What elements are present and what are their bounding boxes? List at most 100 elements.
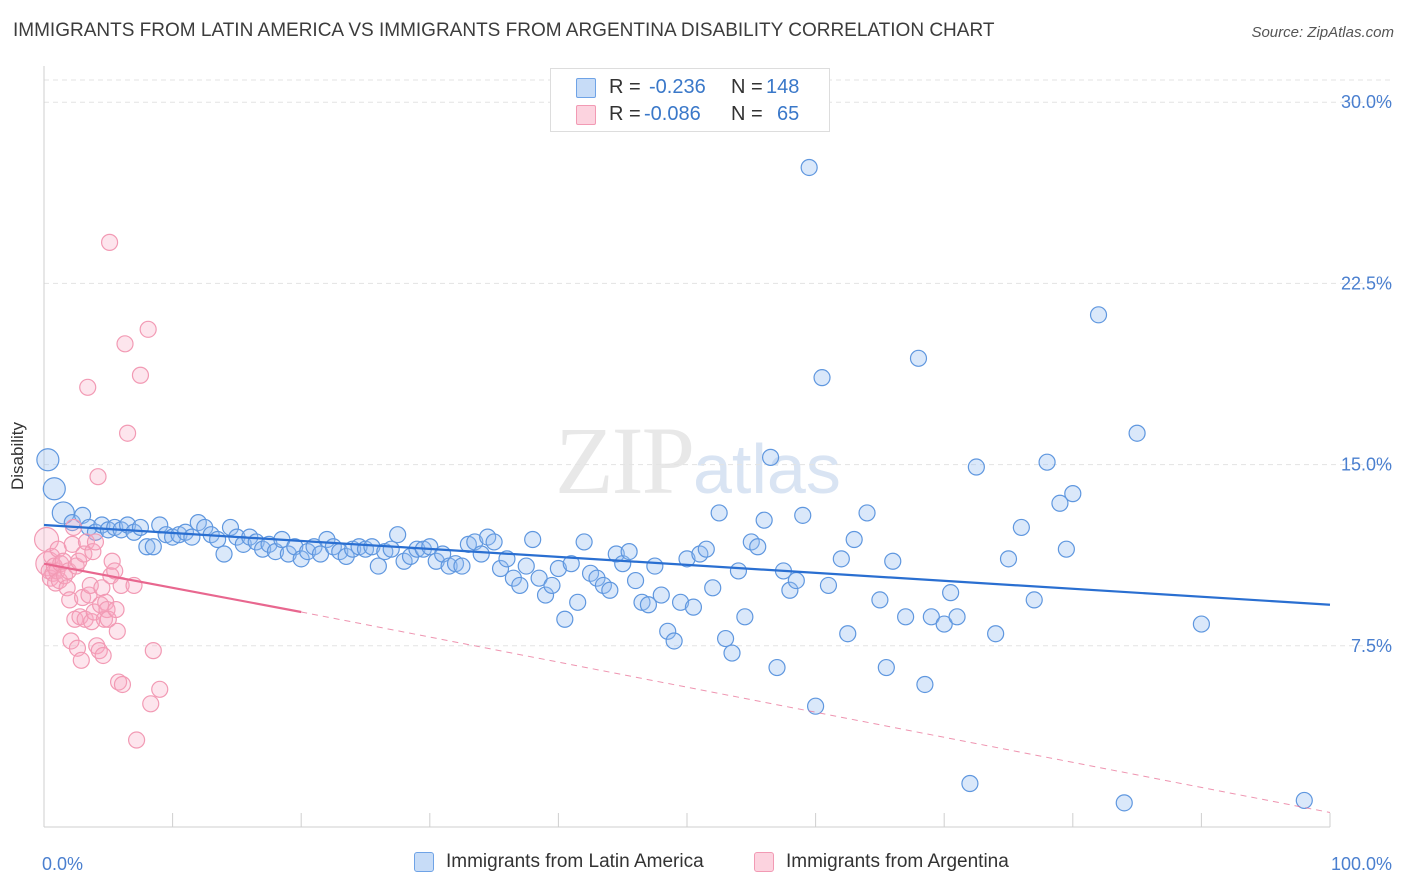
data-point-argentina: [79, 378, 97, 396]
data-point-argentina: [142, 695, 160, 713]
data-point-argentina: [106, 562, 124, 580]
data-point-argentina: [108, 622, 126, 640]
data-point-latin-america: [884, 552, 902, 570]
x-tick-label: 0.0%: [42, 854, 83, 874]
stats-row-argentina: R = -0.086 N = 65: [551, 101, 829, 127]
data-point-latin-america: [1038, 453, 1056, 471]
stats-box: R = -0.236 N = 148 R = -0.086 N = 65: [550, 68, 830, 132]
stats-n-value: 65: [777, 103, 800, 125]
chart-title: IMMIGRANTS FROM LATIN AMERICA VS IMMIGRA…: [13, 20, 995, 41]
y-tick-label: 7.5%: [1351, 636, 1392, 656]
data-point-latin-america: [1012, 518, 1030, 537]
data-point-latin-america: [665, 632, 683, 650]
stats-r-value: -0.086: [644, 103, 701, 125]
data-point-argentina: [61, 591, 79, 609]
data-point-latin-america: [697, 540, 715, 558]
data-point-latin-america: [916, 675, 934, 694]
data-point-latin-america: [1089, 306, 1108, 324]
data-point-latin-america: [800, 158, 818, 177]
trend-line-argentina: [43, 562, 302, 614]
data-point-latin-america: [511, 576, 529, 595]
data-point-latin-america: [530, 569, 548, 587]
data-point-argentina: [116, 335, 134, 353]
data-point-argentina: [95, 610, 114, 628]
stats-n-label: N =: [731, 76, 763, 98]
data-point-argentina: [84, 542, 102, 561]
data-point-latin-america: [806, 697, 825, 715]
data-point-latin-america: [935, 615, 953, 633]
data-point-latin-america: [620, 542, 638, 561]
legend-label-latin-america: Immigrants from Latin America: [446, 851, 704, 872]
data-point-latin-america: [389, 526, 407, 544]
data-point-latin-america: [144, 538, 162, 556]
data-point-latin-america: [646, 557, 664, 575]
data-point-latin-america: [678, 550, 696, 568]
x-tick-label: 100.0%: [1331, 854, 1392, 874]
watermark-zip: ZIP: [555, 407, 695, 514]
data-point-latin-america: [639, 596, 658, 614]
data-point-latin-america: [42, 477, 66, 501]
watermark: ZIPatlas: [555, 405, 841, 516]
trend-line-argentina-extension: [301, 611, 1331, 813]
watermark-atlas: atlas: [693, 430, 841, 508]
legend-item-argentina[interactable]: Immigrants from Argentina: [754, 851, 1009, 873]
series-argentina: [33, 233, 169, 749]
data-point-latin-america: [768, 658, 786, 677]
data-point-argentina: [89, 468, 107, 486]
data-point-latin-america: [221, 518, 240, 537]
legend-item-latin-america[interactable]: Immigrants from Latin America: [414, 851, 704, 873]
data-point-latin-america: [1064, 485, 1082, 503]
data-point-latin-america: [36, 448, 60, 472]
data-point-argentina: [118, 424, 137, 442]
grid-lines: [44, 79, 1392, 647]
data-point-latin-america: [1025, 591, 1043, 609]
data-point-latin-america: [710, 504, 728, 522]
data-point-latin-america: [517, 557, 535, 575]
data-point-argentina: [100, 233, 119, 251]
data-point-latin-america: [575, 533, 593, 551]
data-point-latin-america: [485, 533, 503, 551]
stats-r-label: R =: [609, 103, 641, 125]
stats-r-label: R =: [609, 76, 641, 98]
data-point-latin-america: [942, 584, 960, 602]
data-point-argentina: [63, 535, 81, 553]
axes: [43, 66, 1331, 828]
data-point-latin-america: [723, 644, 741, 662]
data-point-argentina: [94, 646, 112, 665]
data-point-argentina: [82, 613, 101, 631]
data-point-latin-america: [491, 559, 510, 578]
data-point-latin-america: [311, 545, 330, 563]
data-point-latin-america: [1051, 494, 1069, 512]
data-point-latin-america: [1192, 615, 1211, 633]
data-point-latin-america: [871, 591, 889, 609]
trend-line-latin-america: [43, 523, 1331, 606]
legend: Immigrants from Latin America Immigrants…: [0, 851, 1406, 879]
data-point-latin-america: [877, 658, 895, 677]
data-point-latin-america: [524, 530, 542, 549]
data-point-latin-america: [755, 511, 773, 529]
source-credit: Source: ZipAtlas.com: [1251, 24, 1394, 41]
tick-labels: 7.5% 15.0% 22.5% 30.0% 0.0% 100.0%: [42, 92, 1392, 874]
data-point-latin-america: [549, 559, 568, 578]
data-point-latin-america: [556, 610, 574, 628]
data-point-latin-america: [138, 538, 156, 556]
data-point-latin-america: [382, 540, 400, 558]
data-point-latin-america: [562, 555, 580, 573]
data-point-latin-america: [736, 608, 754, 626]
data-point-latin-america: [1295, 791, 1313, 810]
data-point-latin-america: [749, 538, 767, 556]
data-point-latin-america: [999, 550, 1018, 568]
trend-lines: [43, 523, 1331, 813]
data-point-latin-america: [787, 571, 805, 590]
data-point-latin-america: [794, 506, 812, 524]
data-point-latin-america: [369, 557, 387, 575]
data-point-latin-america: [839, 625, 857, 643]
data-point-latin-america: [421, 538, 439, 556]
data-point-latin-america: [858, 504, 876, 522]
data-point-argentina: [113, 675, 132, 694]
data-point-latin-america: [909, 349, 928, 367]
data-point-latin-america: [215, 545, 233, 563]
data-point-argentina: [151, 680, 169, 698]
stats-row-latin-america: R = -0.236 N = 148: [551, 74, 829, 100]
